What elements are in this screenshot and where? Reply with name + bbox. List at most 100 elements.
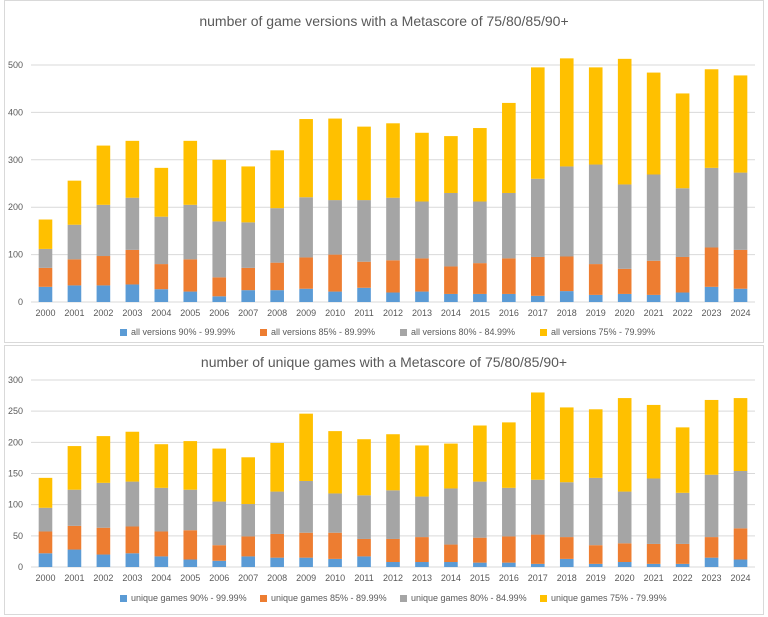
bar-segment — [530, 392, 545, 480]
bar-segment — [67, 259, 82, 286]
bar-segment — [125, 249, 140, 285]
bar-segment — [212, 296, 227, 302]
bar-segment — [357, 287, 371, 302]
x-tick-label: 2011 — [354, 308, 373, 318]
bar-segment — [386, 197, 400, 261]
legend-label: all versions 80% - 84.99% — [411, 327, 515, 337]
x-tick-label: 2020 — [615, 308, 635, 318]
bar-segment — [357, 126, 371, 201]
bar-segment — [183, 489, 198, 531]
x-tick-label: 2005 — [180, 308, 200, 318]
bar-segment — [125, 197, 140, 250]
bar-segment — [241, 166, 256, 223]
bar-segment — [270, 533, 284, 558]
x-tick-label: 2015 — [470, 573, 490, 583]
bar-segment — [357, 556, 371, 567]
bar-segment — [704, 247, 719, 287]
bar-segment — [67, 525, 82, 550]
chart-versions-plot: 0 100 200 300 400 500 2000 2001 2002 2003 2004 2005… — [8, 58, 755, 337]
bar-segment — [617, 562, 632, 567]
bar-segment — [96, 554, 111, 567]
bar-segment — [704, 557, 719, 567]
bar-segment — [530, 67, 545, 179]
bar-segment — [588, 294, 603, 302]
bar-segment — [38, 248, 53, 268]
x-tick-label: 2024 — [731, 308, 751, 318]
bar-segment — [125, 431, 140, 482]
bar-segment — [328, 291, 342, 302]
bar-segment — [386, 538, 400, 563]
bar-segment — [502, 258, 516, 294]
bar-segment — [299, 197, 313, 258]
bar-segment — [473, 128, 487, 202]
chart-unique: number of unique games with a Metascore … — [4, 345, 764, 615]
x-tick-label: 2002 — [93, 308, 113, 318]
bar-segment — [530, 563, 545, 567]
bar-segment — [473, 537, 487, 563]
bar-segment — [733, 471, 748, 529]
x-tick-label: 2015 — [470, 308, 490, 318]
legend-swatch — [540, 595, 547, 602]
bar-segment — [241, 222, 256, 268]
bar-segment — [125, 140, 140, 198]
x-tick-label: 2013 — [412, 308, 432, 318]
bar-segment — [502, 487, 516, 537]
x-tick-label: 2004 — [151, 573, 171, 583]
bar-segment — [473, 481, 487, 538]
bar-segment — [67, 549, 82, 567]
bar-segment — [473, 263, 487, 294]
bar-segment — [646, 404, 661, 479]
bar-segment — [588, 164, 603, 265]
bar-segment — [328, 558, 342, 567]
bar-segment — [299, 557, 313, 567]
x-tick-label: 2004 — [151, 308, 171, 318]
chart-title: number of game versions with a Metascore… — [199, 13, 569, 29]
bar-segment — [473, 425, 487, 482]
bar-segment — [154, 444, 169, 488]
legend-label: all versions 75% - 79.99% — [551, 327, 655, 337]
bar-segment — [270, 262, 284, 291]
bar-segment — [559, 58, 574, 167]
legend-label: unique games 90% - 99.99% — [131, 593, 247, 603]
legend-swatch — [120, 595, 127, 602]
bar-segment — [530, 295, 545, 302]
bar-segment — [559, 256, 574, 292]
bar-segment — [646, 260, 661, 295]
bar-segment — [704, 474, 719, 538]
bar-segment — [270, 557, 284, 567]
chart-versions: number of game versions with a Metascore… — [4, 0, 764, 343]
bar-segment — [154, 487, 169, 532]
bar-segment — [357, 261, 371, 288]
bar-segment — [183, 441, 198, 490]
bar-segment — [415, 201, 429, 259]
x-tick-label: 2007 — [238, 573, 258, 583]
bar-segment — [38, 553, 53, 567]
x-tick-label: 2009 — [296, 308, 316, 318]
x-tick-label: 2012 — [383, 573, 403, 583]
bar-segment — [473, 293, 487, 302]
bar-segment — [154, 289, 169, 302]
bar-segment — [444, 443, 458, 489]
bar-segment — [530, 256, 545, 296]
bar-segment — [617, 398, 632, 492]
bar-segment — [328, 118, 342, 201]
x-tick-label: 2019 — [586, 573, 606, 583]
x-tick-label: 2003 — [122, 573, 142, 583]
bar-segment — [733, 398, 748, 472]
y-tick-label: 200 — [8, 437, 23, 447]
bar-segment — [96, 145, 111, 205]
bar-segment — [559, 558, 574, 567]
bar-segment — [502, 102, 516, 193]
x-tick-label: 2021 — [644, 308, 664, 318]
bar-segment — [299, 119, 313, 198]
bar-segment — [212, 545, 227, 561]
bar-segment — [473, 201, 487, 264]
bar-segment — [617, 491, 632, 544]
bar-segment — [559, 537, 574, 559]
bar-segment — [444, 488, 458, 545]
x-tick-label: 2001 — [64, 573, 84, 583]
bar-segment — [328, 493, 342, 533]
bar-segment — [241, 536, 256, 557]
bar-segment — [617, 543, 632, 563]
y-tick-label: 250 — [8, 406, 23, 416]
